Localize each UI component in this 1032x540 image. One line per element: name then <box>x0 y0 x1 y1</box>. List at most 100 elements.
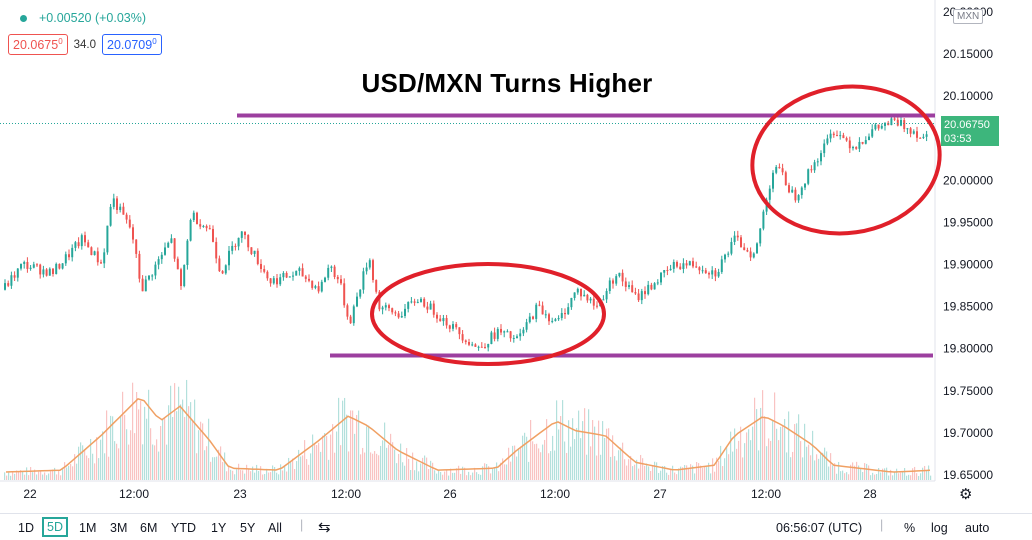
volume-bar <box>224 452 226 480</box>
tf-1d[interactable]: 1D <box>18 521 34 535</box>
volume-bar <box>840 471 842 480</box>
candle-body <box>183 265 186 287</box>
candle-body <box>93 251 96 256</box>
volume-bar <box>404 465 406 480</box>
candle-body <box>615 276 618 284</box>
volume-bar <box>764 416 766 480</box>
bid-button[interactable]: 20.06750 <box>8 34 68 56</box>
candle-body <box>388 305 390 309</box>
volume-bar <box>354 433 356 480</box>
toolbar-divider: | <box>300 518 304 532</box>
candle-body <box>128 219 131 228</box>
volume-bar <box>328 459 330 480</box>
candle-body <box>394 312 397 314</box>
volume-bar <box>148 389 150 480</box>
tf-ytd[interactable]: YTD <box>171 521 196 535</box>
volume-bar <box>460 473 462 480</box>
candle-body <box>586 294 589 301</box>
auto-toggle[interactable]: auto <box>965 521 990 535</box>
date-range-icon[interactable]: ⇆ <box>318 519 331 536</box>
candle-body <box>493 332 496 339</box>
volume-bar <box>172 416 174 480</box>
y-tick-label: 19.95000 <box>943 215 993 229</box>
tf-1m[interactable]: 1M <box>79 521 97 535</box>
volume-bar <box>572 418 574 480</box>
volume-moving-average <box>5 398 931 473</box>
volume-bar <box>774 392 776 480</box>
volume-bar <box>200 421 202 480</box>
tf-3m[interactable]: 3M <box>110 521 128 535</box>
candle-body <box>842 135 845 139</box>
volume-bar <box>406 448 408 480</box>
volume-bar <box>232 470 234 480</box>
volume-bar <box>246 464 248 480</box>
volume-bar <box>514 445 516 480</box>
volume-bar <box>222 462 224 480</box>
volume-bar <box>674 472 676 480</box>
volume-bar <box>846 472 848 480</box>
volume-bar <box>162 418 164 480</box>
candle-body <box>669 268 672 271</box>
volume-bar <box>742 457 744 480</box>
volume-bar <box>624 459 626 480</box>
volume-bar <box>876 473 878 480</box>
candle-body <box>26 261 29 269</box>
candle-body <box>666 269 669 271</box>
volume-bar <box>664 465 666 480</box>
volume-bar <box>520 446 522 480</box>
chart-title: USD/MXN Turns Higher <box>361 68 653 98</box>
volume-bar <box>344 397 346 480</box>
volume-bar <box>554 450 556 480</box>
price-chart[interactable]: 20.2000020.1500020.1000020.0500020.00000… <box>0 0 1032 513</box>
ask-button[interactable]: 20.07090 <box>102 34 162 56</box>
volume-bar <box>752 426 754 480</box>
candle-body <box>324 277 326 282</box>
volume-bar <box>696 462 698 480</box>
candle-body <box>333 266 336 277</box>
volume-bar <box>836 473 838 480</box>
x-tick-label: 27 <box>653 487 667 501</box>
candle-body <box>461 334 464 341</box>
volume-bar <box>294 469 296 480</box>
candle-body <box>490 332 493 345</box>
volume-bar <box>270 472 272 480</box>
candle-body <box>215 241 218 259</box>
candle-body <box>541 305 544 315</box>
candle-body <box>375 280 378 292</box>
volume-bar <box>796 423 798 480</box>
candle-body <box>365 267 368 272</box>
candle-body <box>48 268 51 276</box>
candle-body <box>196 212 198 225</box>
candle-body <box>116 198 118 210</box>
currency-badge[interactable]: MXN <box>953 9 984 24</box>
volume-bar <box>924 465 926 480</box>
tf-5y[interactable]: 5Y <box>240 521 256 535</box>
candle-body <box>125 214 128 220</box>
volume-bar <box>48 473 50 480</box>
tf-6m[interactable]: 6M <box>140 521 158 535</box>
tf-5d[interactable]: 5D <box>42 517 68 537</box>
utc-clock[interactable]: 06:56:07 (UTC) <box>776 521 863 535</box>
settings-gear-icon[interactable]: ⚙ <box>959 486 973 503</box>
volume-bar <box>34 469 36 480</box>
volume-bar <box>56 474 58 480</box>
percent-toggle[interactable]: % <box>904 521 916 535</box>
candle-body <box>496 328 499 339</box>
volume-bar <box>306 459 308 480</box>
candle-body <box>759 228 762 244</box>
candle-body <box>653 283 656 290</box>
volume-bar <box>86 455 88 480</box>
volume-bar <box>164 417 166 480</box>
candle-body <box>919 137 922 139</box>
volume-bar <box>914 466 916 480</box>
volume-bar <box>254 472 256 480</box>
log-toggle[interactable]: log <box>931 521 948 535</box>
candle-body <box>685 263 688 266</box>
tf-1y[interactable]: 1Y <box>211 521 227 535</box>
volume-bar <box>692 465 694 480</box>
candle-body <box>247 235 250 248</box>
volume-bar <box>190 402 192 480</box>
tf-all[interactable]: All <box>268 521 282 535</box>
candle-body <box>912 131 915 134</box>
candle-body <box>176 258 179 270</box>
